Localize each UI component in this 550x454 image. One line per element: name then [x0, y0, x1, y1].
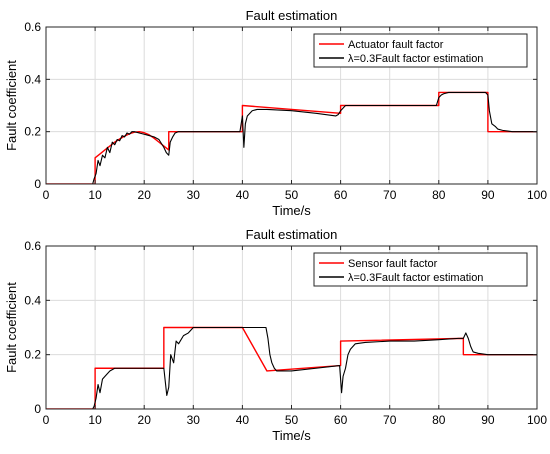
x-tick-label: 60 [334, 188, 348, 202]
legend-box [313, 252, 528, 287]
x-tick-label: 40 [236, 188, 250, 202]
legend-box [313, 33, 528, 68]
x-tick-label: 0 [43, 188, 50, 202]
x-tick-label: 80 [432, 188, 446, 202]
chart-panel-2: 0 10 20 30 40 50 60 70 80 90 100 0 0.2 0.4 0.6 Fault es… [4, 227, 547, 443]
x-tick-label: 10 [88, 188, 102, 202]
x-axis-label: Time/s [272, 428, 311, 443]
x-tick-label: 30 [187, 188, 201, 202]
x-tick-label: 70 [383, 413, 397, 427]
legend-entry: Sensor fault factor [348, 258, 438, 270]
y-tick-label: 0 [34, 402, 41, 416]
x-tick-label: 40 [236, 413, 250, 427]
y-tick-label: 0.6 [24, 239, 41, 253]
x-tick-label: 50 [285, 188, 299, 202]
legend-entry: Actuator fault factor [348, 39, 444, 51]
x-tick-label: 80 [432, 413, 446, 427]
x-tick-label: 100 [527, 413, 547, 427]
chart-title: Fault estimation [246, 8, 338, 23]
x-tick-label: 70 [383, 188, 397, 202]
chart-panel-1: 0 10 20 30 40 50 60 70 80 90 100 0 0.2 0.4 0.6 Fault es… [4, 8, 547, 218]
legend-entry: λ=0.3Fault factor estimation [348, 53, 483, 65]
x-tick-label: 100 [527, 188, 547, 202]
y-tick-label: 0.2 [24, 125, 41, 139]
x-tick-label: 50 [285, 413, 299, 427]
y-axis-label: Fault coefficient [4, 282, 19, 373]
y-tick-label: 0 [34, 177, 41, 191]
x-tick-label: 30 [187, 413, 201, 427]
x-tick-label: 20 [138, 413, 152, 427]
x-tick-label: 90 [481, 188, 495, 202]
x-tick-label: 90 [481, 413, 495, 427]
x-axis-label: Time/s [272, 203, 311, 218]
y-tick-label: 0.6 [24, 20, 41, 34]
x-tick-label: 20 [138, 188, 152, 202]
legend-entry: λ=0.3Fault factor estimation [348, 272, 483, 284]
series-line-estimation [46, 91, 537, 184]
chart-title: Fault estimation [246, 227, 338, 242]
y-tick-label: 0.4 [24, 293, 41, 307]
series-line-fault-factor [46, 326, 537, 409]
y-tick-label: 0.4 [24, 72, 41, 86]
legend: Actuator fault factor λ=0.3Fault factor e… [313, 33, 528, 68]
y-tick-label: 0.2 [24, 348, 41, 362]
x-tick-label: 60 [334, 413, 348, 427]
series-line-estimation [46, 326, 537, 409]
x-tick-label: 0 [43, 413, 50, 427]
legend: Sensor fault factor λ=0.3Fault factor est… [313, 252, 528, 287]
y-axis-label: Fault coefficient [4, 60, 19, 151]
x-tick-label: 10 [88, 413, 102, 427]
